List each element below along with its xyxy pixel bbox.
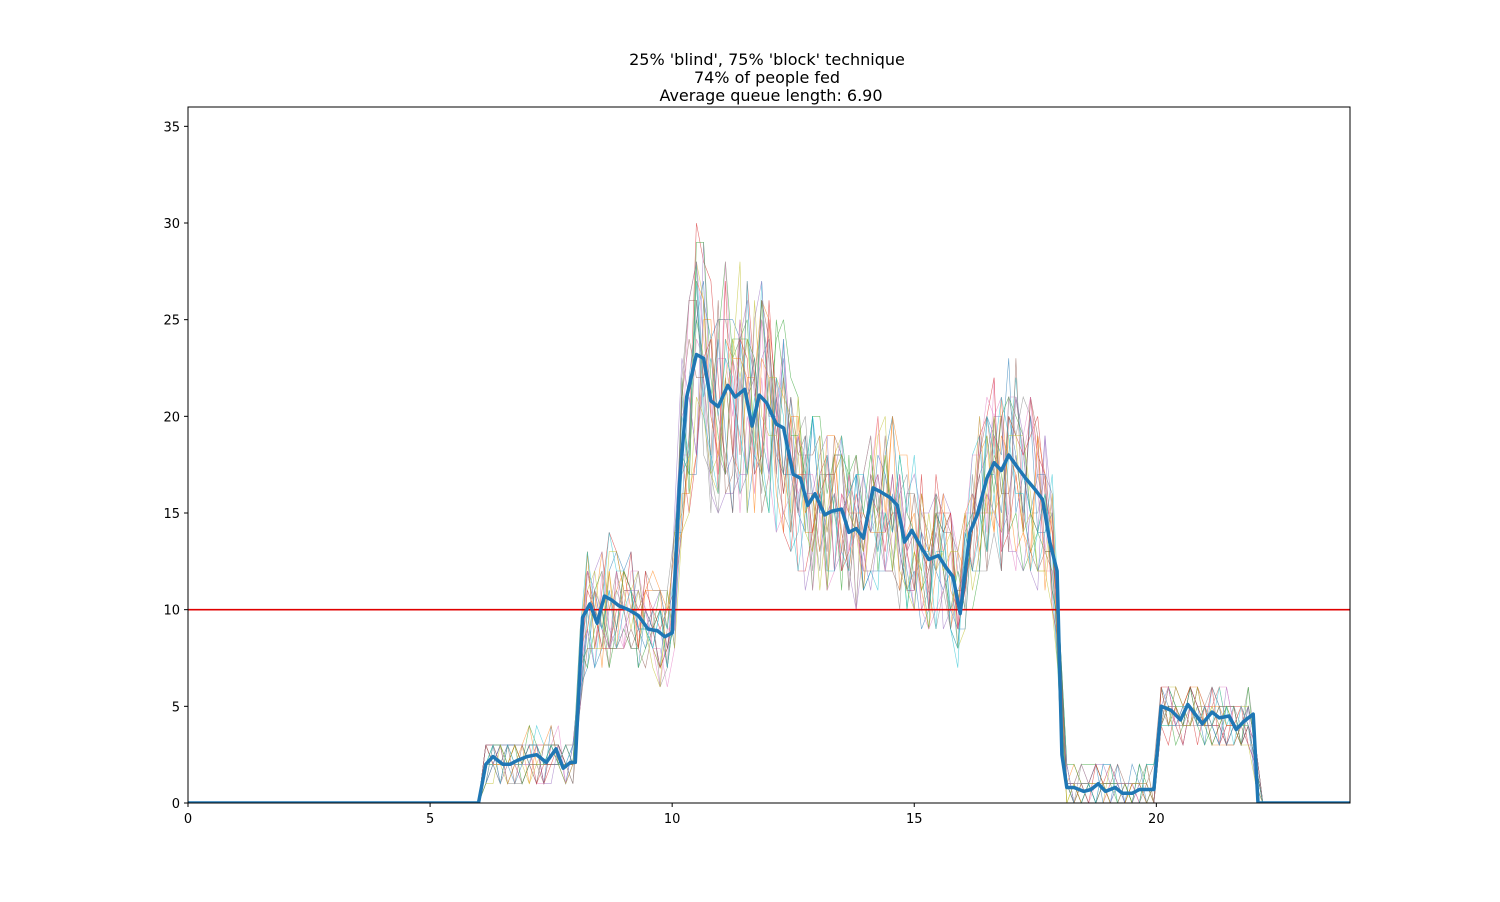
y-tick-label: 0 <box>172 797 180 812</box>
mean-series-line <box>188 352 1350 803</box>
chart-title-line-2: 74% of people fed <box>694 68 840 87</box>
chart-title: 25% 'blind', 75% 'block' technique 74% o… <box>629 50 905 105</box>
y-tick-label: 30 <box>163 217 180 232</box>
simulation-run-line <box>188 319 1350 803</box>
mean-series <box>188 352 1350 803</box>
y-tick-label: 10 <box>163 604 180 619</box>
y-tick-label: 25 <box>163 314 180 329</box>
y-tick-label: 20 <box>163 410 180 425</box>
simulation-run-line <box>188 300 1350 803</box>
plot-frame <box>187 106 1351 804</box>
y-tick-label: 5 <box>172 700 180 715</box>
x-tick-label: 5 <box>426 812 434 827</box>
y-axis: 0 5 10 15 20 25 30 35 <box>163 120 188 812</box>
simulation-run-line <box>188 300 1350 803</box>
chart-title-line-3: Average queue length: 6.90 <box>659 86 882 105</box>
x-tick-label: 20 <box>1148 812 1165 827</box>
simulation-run-line <box>188 300 1350 803</box>
chart-title-line-1: 25% 'blind', 75% 'block' technique <box>629 50 905 69</box>
x-tick-label: 10 <box>664 812 681 827</box>
x-tick-label: 15 <box>906 812 923 827</box>
simulation-run-line <box>188 261 1350 803</box>
simulation-run-line <box>188 299 1350 803</box>
x-axis: 0 5 10 15 20 <box>184 803 1165 827</box>
simulation-run-line <box>188 242 1350 803</box>
simulation-run-line <box>188 242 1350 803</box>
x-tick-label: 0 <box>184 812 192 827</box>
simulation-run-line <box>188 300 1350 803</box>
y-tick-label: 35 <box>163 120 180 135</box>
y-tick-label: 15 <box>163 507 180 522</box>
